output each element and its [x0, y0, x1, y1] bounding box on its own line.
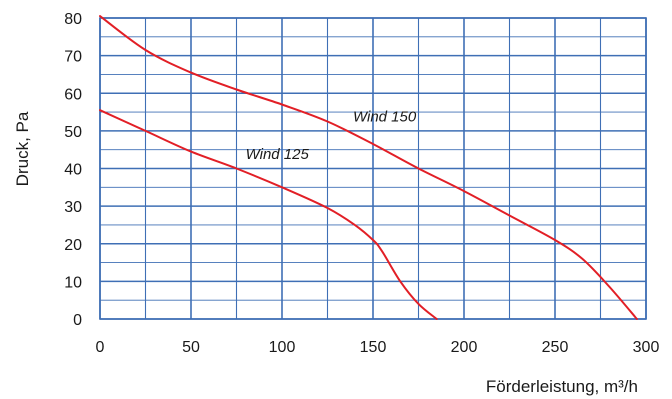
y-tick-label: 70: [64, 49, 82, 66]
series-line-wind-150: [99, 15, 638, 320]
y-tick-label: 20: [64, 237, 82, 254]
y-tick-label: 80: [64, 11, 82, 28]
x-tick-label: 300: [633, 339, 660, 356]
x-axis-title: Förderleistung, m³/h: [486, 377, 638, 396]
x-tick-label: 150: [360, 339, 387, 356]
x-tick-label: 100: [269, 339, 296, 356]
tick-labels: 0 10 20 30 40 50 60 70 80 0 50 100 150 200 250 300: [64, 11, 659, 356]
series-line-wind-125: [99, 109, 438, 320]
x-tick-label: 50: [182, 339, 200, 356]
plot-frame: [99, 17, 647, 320]
series-labels: Wind 125 Wind 150: [246, 108, 417, 163]
x-tick-label: 200: [451, 339, 478, 356]
grid: [99, 17, 647, 320]
series-lines: [99, 15, 638, 320]
y-tick-label: 30: [64, 199, 82, 216]
x-tick-label: 0: [96, 339, 105, 356]
series-label: Wind 150: [353, 108, 417, 125]
y-tick-label: 60: [64, 86, 82, 103]
y-axis-title: Druck, Pa: [13, 111, 32, 186]
series-label: Wind 125: [246, 146, 310, 163]
y-tick-label: 40: [64, 162, 82, 179]
y-tick-label: 50: [64, 124, 82, 141]
x-tick-label: 250: [542, 339, 569, 356]
y-tick-label: 0: [73, 312, 82, 329]
y-tick-label: 10: [64, 274, 82, 291]
